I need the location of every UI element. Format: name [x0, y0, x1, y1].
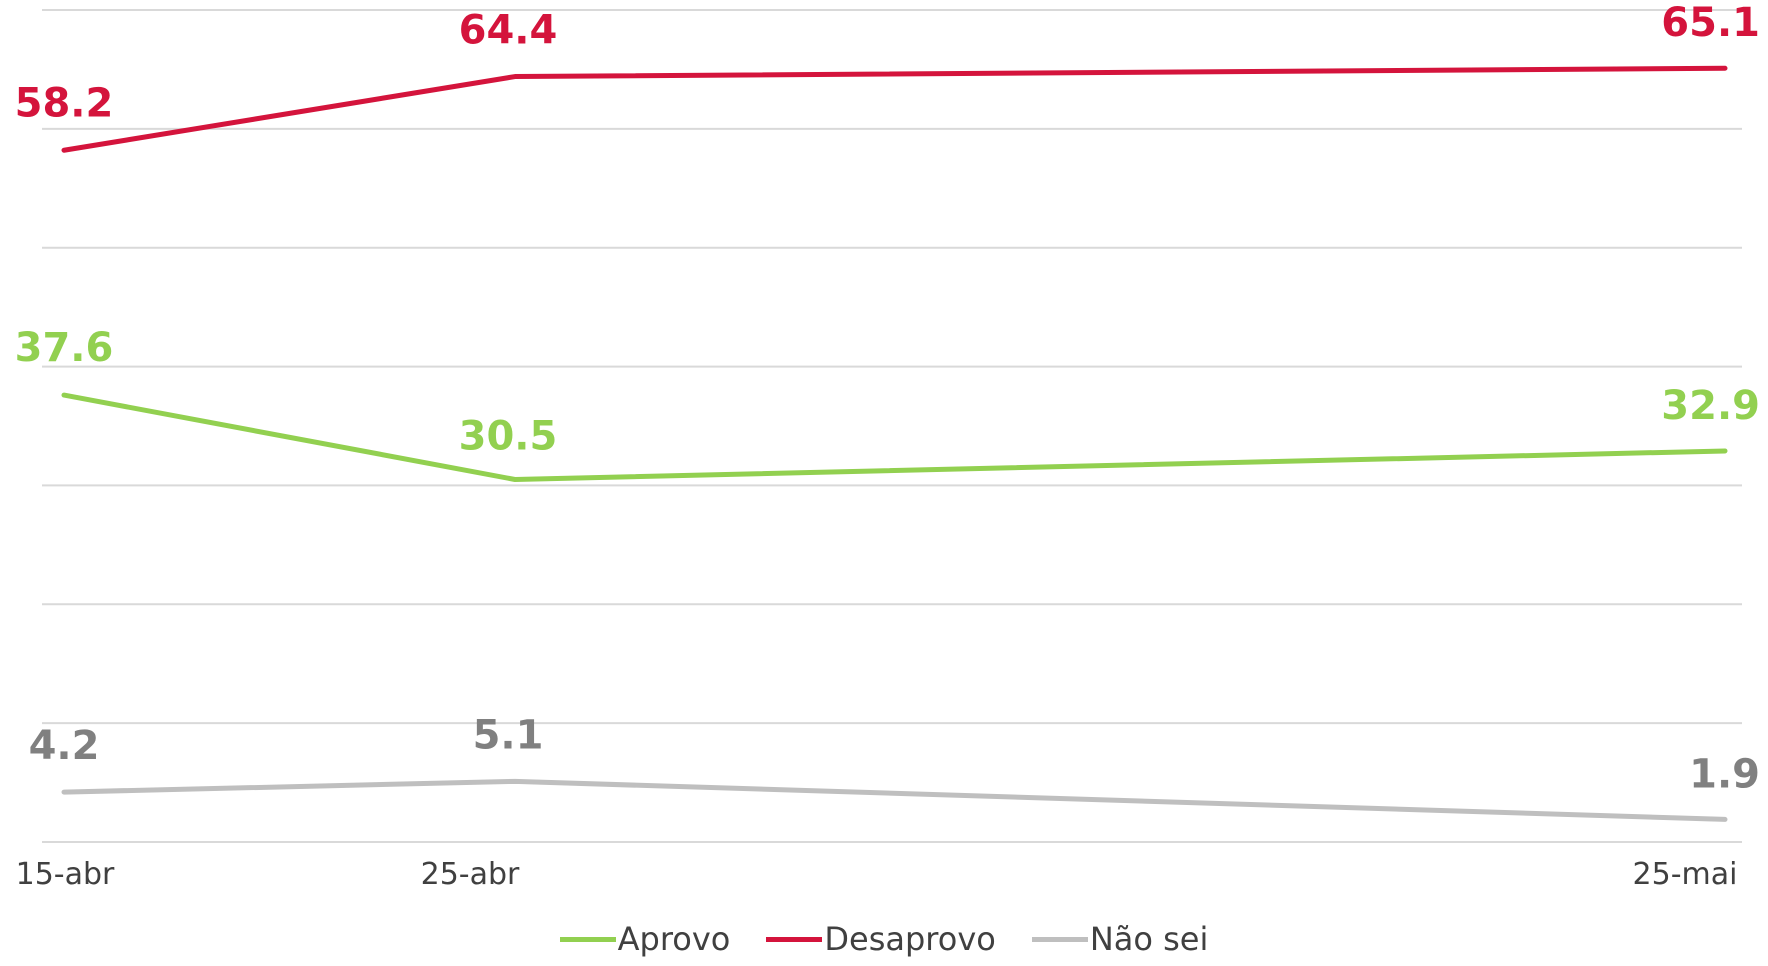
x-tick-label: 25-mai [1633, 857, 1738, 892]
data-label-aprovo: 37.6 [15, 325, 114, 371]
legend-item-nao-sei: Não sei [1032, 920, 1209, 958]
legend-item-desaprovo: Desaprovo [766, 920, 995, 958]
data-label-desaprovo: 65.1 [1661, 0, 1760, 46]
data-label-desaprovo: 64.4 [459, 8, 558, 54]
series-line-nao-sei [64, 781, 1725, 819]
data-label-aprovo: 30.5 [459, 413, 558, 459]
legend: Aprovo Desaprovo Não sei [0, 920, 1768, 958]
series-line-desaprovo [64, 68, 1725, 150]
legend-label-aprovo: Aprovo [618, 920, 731, 958]
legend-swatch-desaprovo [766, 937, 822, 942]
legend-swatch-aprovo [560, 937, 616, 942]
data-label-nao-sei: 4.2 [29, 723, 100, 769]
x-tick-label: 15-abr [16, 857, 115, 892]
series-line-aprovo [64, 395, 1725, 479]
data-label-desaprovo: 58.2 [15, 80, 114, 126]
legend-label-desaprovo: Desaprovo [824, 920, 995, 958]
legend-label-nao-sei: Não sei [1090, 920, 1209, 958]
data-label-aprovo: 32.9 [1661, 383, 1760, 429]
data-label-nao-sei: 5.1 [473, 712, 544, 758]
data-label-nao-sei: 1.9 [1689, 751, 1760, 797]
x-tick-label: 25-abr [421, 857, 520, 892]
legend-swatch-nao-sei [1032, 937, 1088, 942]
legend-item-aprovo: Aprovo [560, 920, 731, 958]
